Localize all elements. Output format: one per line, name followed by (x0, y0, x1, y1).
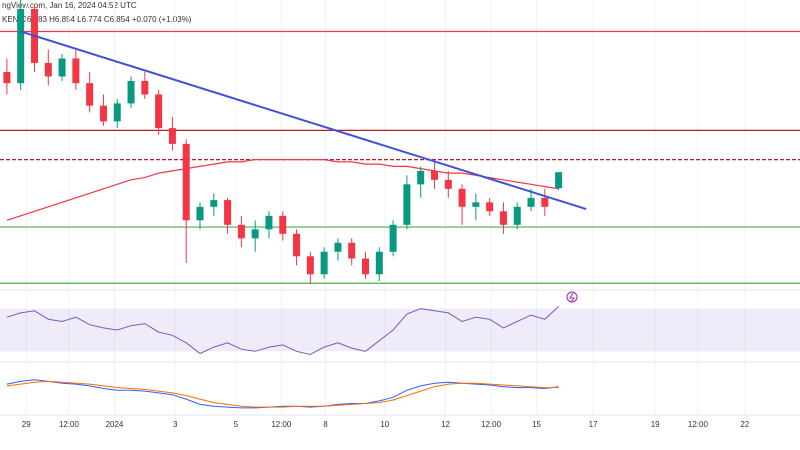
candle-body (224, 200, 232, 225)
x-tick-label: 8 (323, 420, 328, 429)
candle-body (444, 179, 452, 189)
x-tick-label: 15 (532, 420, 541, 429)
candle-body (86, 83, 94, 106)
x-tick-label: 12:00 (59, 420, 80, 429)
candle-body (541, 197, 549, 207)
rsi-band (0, 308, 800, 352)
x-tick-label: 22 (740, 420, 749, 429)
candle-body (3, 71, 11, 84)
candle-body (472, 202, 480, 207)
candle-body (555, 172, 563, 189)
x-tick-label: 12 (441, 420, 450, 429)
ohlc-legend: KEN O6.783 H6.854 L6.774 C6.854 +0.070 (… (2, 15, 192, 24)
sma-line (6, 159, 559, 221)
alert-icon (569, 292, 575, 303)
candle-body (182, 143, 190, 221)
candle-body (486, 202, 494, 212)
x-tick-label: 3 (173, 420, 178, 429)
candle-body (265, 215, 273, 230)
x-tick-label: 5 (234, 420, 239, 429)
candle-body (196, 206, 204, 221)
candle-body (375, 251, 383, 275)
x-tick-label: 10 (380, 420, 389, 429)
trendline (20, 30, 587, 211)
candle-body (141, 80, 149, 95)
candle-body (155, 94, 163, 129)
candle-body (403, 184, 411, 225)
candle-body (417, 170, 425, 185)
candle-body (251, 229, 259, 239)
x-tick-label: 29 (22, 420, 31, 429)
candle-body (389, 224, 397, 252)
candle-body (127, 80, 135, 104)
candle-body (430, 170, 438, 180)
x-tick-label: 12:00 (271, 420, 292, 429)
candle-body (17, 8, 25, 84)
candle-body (513, 206, 521, 225)
candle-body (72, 58, 80, 84)
x-tick-label: 2024 (106, 420, 124, 429)
candle-body (306, 256, 314, 275)
candle-body (168, 128, 176, 144)
candle-body (362, 258, 370, 275)
candle-body (237, 224, 245, 239)
candle-body (458, 188, 466, 207)
candle-body (334, 242, 342, 252)
candle-body (99, 105, 107, 122)
alert-icon (566, 291, 578, 303)
rsi-line (6, 306, 559, 356)
candle-body (44, 62, 52, 77)
candle-body (113, 103, 121, 122)
x-tick-label: 12:00 (481, 420, 502, 429)
candle-body (58, 58, 66, 77)
x-tick-label: 17 (589, 420, 598, 429)
candle-body (320, 251, 328, 275)
x-tick-label: 12:00 (688, 420, 709, 429)
x-tick-label: 19 (651, 420, 660, 429)
candle-body (279, 215, 287, 234)
candle-body (499, 211, 507, 225)
candle-body (527, 197, 535, 207)
candle-body (348, 242, 356, 259)
signal-line (6, 380, 559, 408)
candle-body (293, 233, 301, 257)
candle-body (210, 200, 218, 207)
